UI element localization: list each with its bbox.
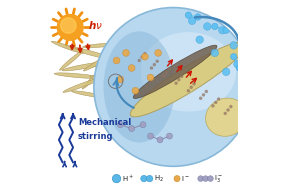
Circle shape: [230, 42, 237, 49]
Circle shape: [141, 175, 147, 182]
Ellipse shape: [72, 91, 109, 98]
Ellipse shape: [54, 73, 100, 78]
Circle shape: [157, 137, 163, 143]
Circle shape: [174, 81, 178, 85]
Circle shape: [211, 49, 219, 57]
Circle shape: [202, 93, 205, 97]
Circle shape: [211, 104, 214, 108]
Circle shape: [150, 66, 153, 70]
Circle shape: [117, 122, 123, 128]
Circle shape: [146, 175, 153, 182]
Circle shape: [217, 97, 220, 101]
Circle shape: [155, 50, 162, 56]
Ellipse shape: [141, 32, 236, 112]
Ellipse shape: [82, 62, 109, 89]
Ellipse shape: [206, 98, 247, 136]
Circle shape: [180, 75, 183, 78]
Circle shape: [214, 101, 217, 104]
Circle shape: [194, 14, 201, 20]
Circle shape: [192, 82, 196, 86]
Circle shape: [185, 12, 192, 18]
Text: H$_2$: H$_2$: [154, 174, 164, 184]
Circle shape: [204, 90, 208, 93]
Circle shape: [190, 86, 193, 89]
Ellipse shape: [84, 50, 120, 71]
Circle shape: [229, 105, 233, 108]
Circle shape: [223, 68, 230, 76]
Circle shape: [177, 78, 181, 81]
Circle shape: [57, 15, 83, 40]
Circle shape: [123, 50, 129, 56]
Text: Mechanical: Mechanical: [78, 118, 131, 127]
Circle shape: [94, 8, 253, 166]
Circle shape: [143, 52, 147, 55]
Circle shape: [234, 60, 241, 68]
Ellipse shape: [63, 78, 102, 92]
Circle shape: [138, 59, 141, 62]
Circle shape: [196, 36, 203, 43]
Circle shape: [208, 176, 213, 181]
Circle shape: [168, 67, 171, 70]
Circle shape: [147, 74, 154, 81]
Circle shape: [129, 125, 135, 132]
Circle shape: [162, 74, 166, 77]
Ellipse shape: [51, 41, 84, 53]
Circle shape: [153, 63, 156, 66]
Circle shape: [142, 53, 148, 60]
Circle shape: [112, 174, 121, 183]
Text: I$_3^-$: I$_3^-$: [214, 173, 223, 184]
Circle shape: [203, 176, 208, 181]
Circle shape: [128, 65, 135, 71]
Circle shape: [140, 122, 146, 128]
Circle shape: [117, 76, 124, 83]
Circle shape: [198, 176, 203, 181]
Ellipse shape: [65, 46, 116, 60]
Ellipse shape: [62, 61, 110, 71]
Ellipse shape: [83, 43, 120, 48]
Circle shape: [219, 26, 226, 34]
Circle shape: [166, 133, 172, 139]
Circle shape: [156, 60, 159, 63]
Circle shape: [165, 70, 168, 74]
Circle shape: [132, 87, 139, 94]
Ellipse shape: [104, 31, 175, 143]
Circle shape: [203, 23, 211, 30]
Circle shape: [174, 176, 180, 182]
Text: stirring: stirring: [78, 132, 113, 141]
Circle shape: [187, 89, 190, 92]
Ellipse shape: [90, 76, 121, 91]
Text: h$\nu$: h$\nu$: [88, 19, 103, 31]
Circle shape: [231, 53, 237, 60]
Ellipse shape: [130, 42, 247, 117]
Circle shape: [61, 18, 76, 33]
Circle shape: [226, 108, 230, 112]
Ellipse shape: [133, 45, 217, 98]
Circle shape: [236, 65, 243, 71]
Circle shape: [199, 97, 202, 100]
Circle shape: [212, 23, 218, 30]
Circle shape: [148, 133, 154, 139]
Text: I$^-$: I$^-$: [181, 174, 190, 183]
Circle shape: [223, 27, 229, 33]
Ellipse shape: [59, 51, 83, 70]
Circle shape: [224, 112, 227, 115]
Circle shape: [113, 57, 120, 64]
Text: H$^+$: H$^+$: [122, 174, 134, 184]
Circle shape: [140, 55, 144, 59]
Circle shape: [188, 17, 196, 25]
